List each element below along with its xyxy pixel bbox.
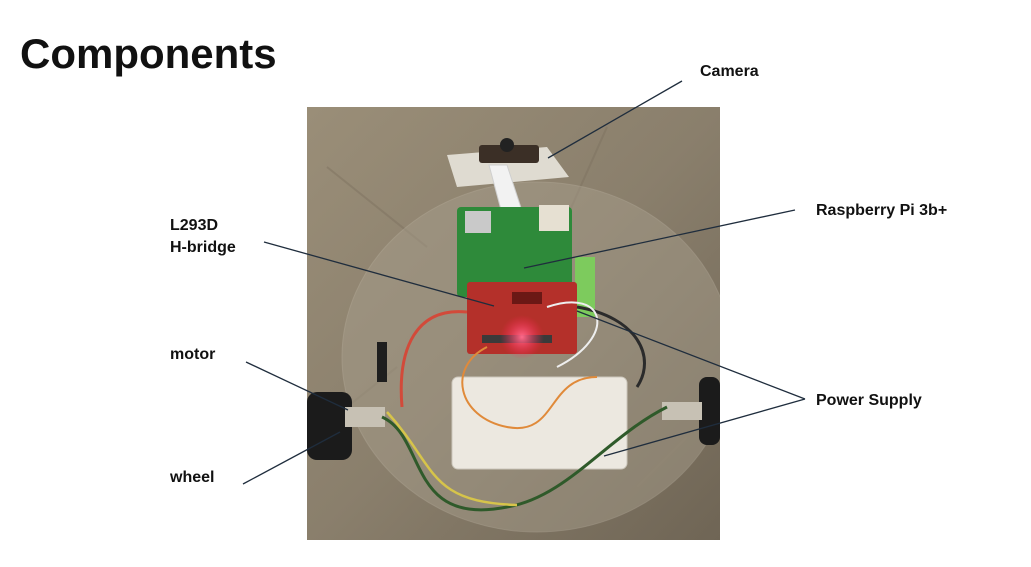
right-wheel <box>699 377 720 445</box>
right-motor <box>662 402 702 420</box>
label-motor: motor <box>170 346 216 363</box>
label-power-supply: Power Supply <box>816 392 922 409</box>
label-h-bridge: L293D H-bridge <box>170 215 236 259</box>
connector <box>377 342 387 382</box>
label-camera: Camera <box>700 63 759 80</box>
motor-wire-yellow <box>386 411 518 507</box>
power-led <box>500 315 544 359</box>
label-wheel: wheel <box>170 469 215 486</box>
wire-orange <box>461 346 598 430</box>
camera-module <box>479 145 539 163</box>
left-motor <box>345 407 385 427</box>
robot-photo <box>307 107 720 540</box>
slide-title: Components <box>20 30 277 77</box>
wire-red <box>399 310 468 408</box>
label-h-bridge-line1: L293D <box>170 217 219 234</box>
robot-illustration <box>307 107 720 540</box>
label-h-bridge-line2: H-bridge <box>170 239 236 256</box>
label-raspberry-pi: Raspberry Pi 3b+ <box>816 202 948 219</box>
